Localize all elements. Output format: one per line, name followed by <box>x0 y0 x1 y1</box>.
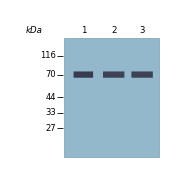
Text: 3: 3 <box>139 26 145 35</box>
FancyBboxPatch shape <box>74 71 93 78</box>
FancyBboxPatch shape <box>103 71 124 78</box>
Text: 2: 2 <box>111 26 116 35</box>
FancyBboxPatch shape <box>131 71 153 78</box>
Text: 116: 116 <box>40 51 56 60</box>
Text: 44: 44 <box>46 93 56 102</box>
Text: 33: 33 <box>45 108 56 117</box>
Bar <box>64 38 159 158</box>
Text: 70: 70 <box>45 70 56 79</box>
Text: 27: 27 <box>45 124 56 133</box>
Text: 1: 1 <box>81 26 86 35</box>
Text: kDa: kDa <box>25 26 42 35</box>
